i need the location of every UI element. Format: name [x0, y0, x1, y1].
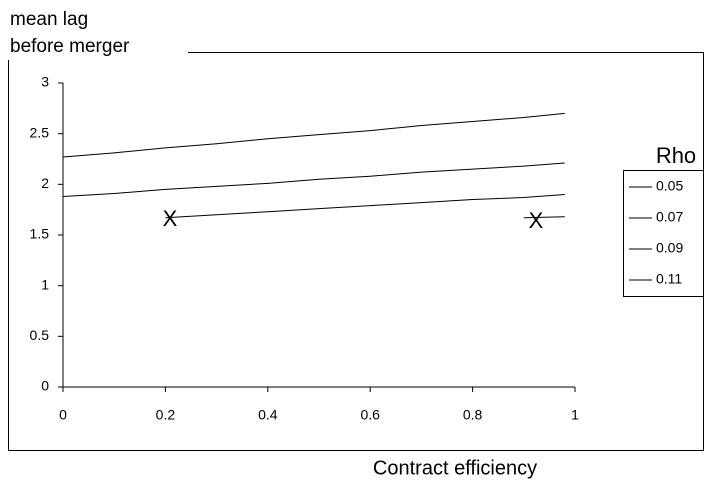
x-tick-label: 0	[59, 407, 67, 423]
series-line	[62, 162, 565, 197]
series-line	[523, 216, 565, 219]
y-tick-label: 2	[41, 175, 49, 191]
legend-label: 0.09	[656, 240, 683, 256]
chart-frame	[8, 52, 704, 451]
annotation: X	[163, 206, 178, 231]
x-tick-label: 0.6	[360, 407, 380, 423]
y-axis-title: mean lag	[10, 9, 88, 30]
legend-label: 0.05	[656, 178, 683, 194]
x-tick-label: 0.8	[463, 407, 483, 423]
legend-label: 0.11	[656, 271, 682, 287]
y-axis-title: before merger	[10, 36, 130, 57]
y-tick-label: 3	[41, 74, 49, 90]
y-tick-label: 1.5	[30, 226, 50, 242]
legend-box	[623, 170, 704, 297]
series-line	[62, 112, 565, 158]
label-backdrop	[8, 30, 188, 60]
series-line	[165, 193, 565, 219]
y-tick-label: 0.5	[30, 327, 50, 343]
x-tick-label: 1	[571, 407, 579, 423]
x-tick-label: 0.4	[258, 407, 278, 423]
x-axis-title: Contract efficiency	[373, 457, 537, 479]
legend-title: Rho	[656, 143, 696, 168]
legend-label: 0.07	[656, 209, 683, 225]
y-tick-label: 1	[41, 276, 49, 292]
y-tick-label: 0	[41, 378, 49, 394]
annotation: X	[529, 208, 544, 233]
y-tick-label: 2.5	[30, 124, 50, 140]
x-tick-label: 0.2	[156, 407, 176, 423]
